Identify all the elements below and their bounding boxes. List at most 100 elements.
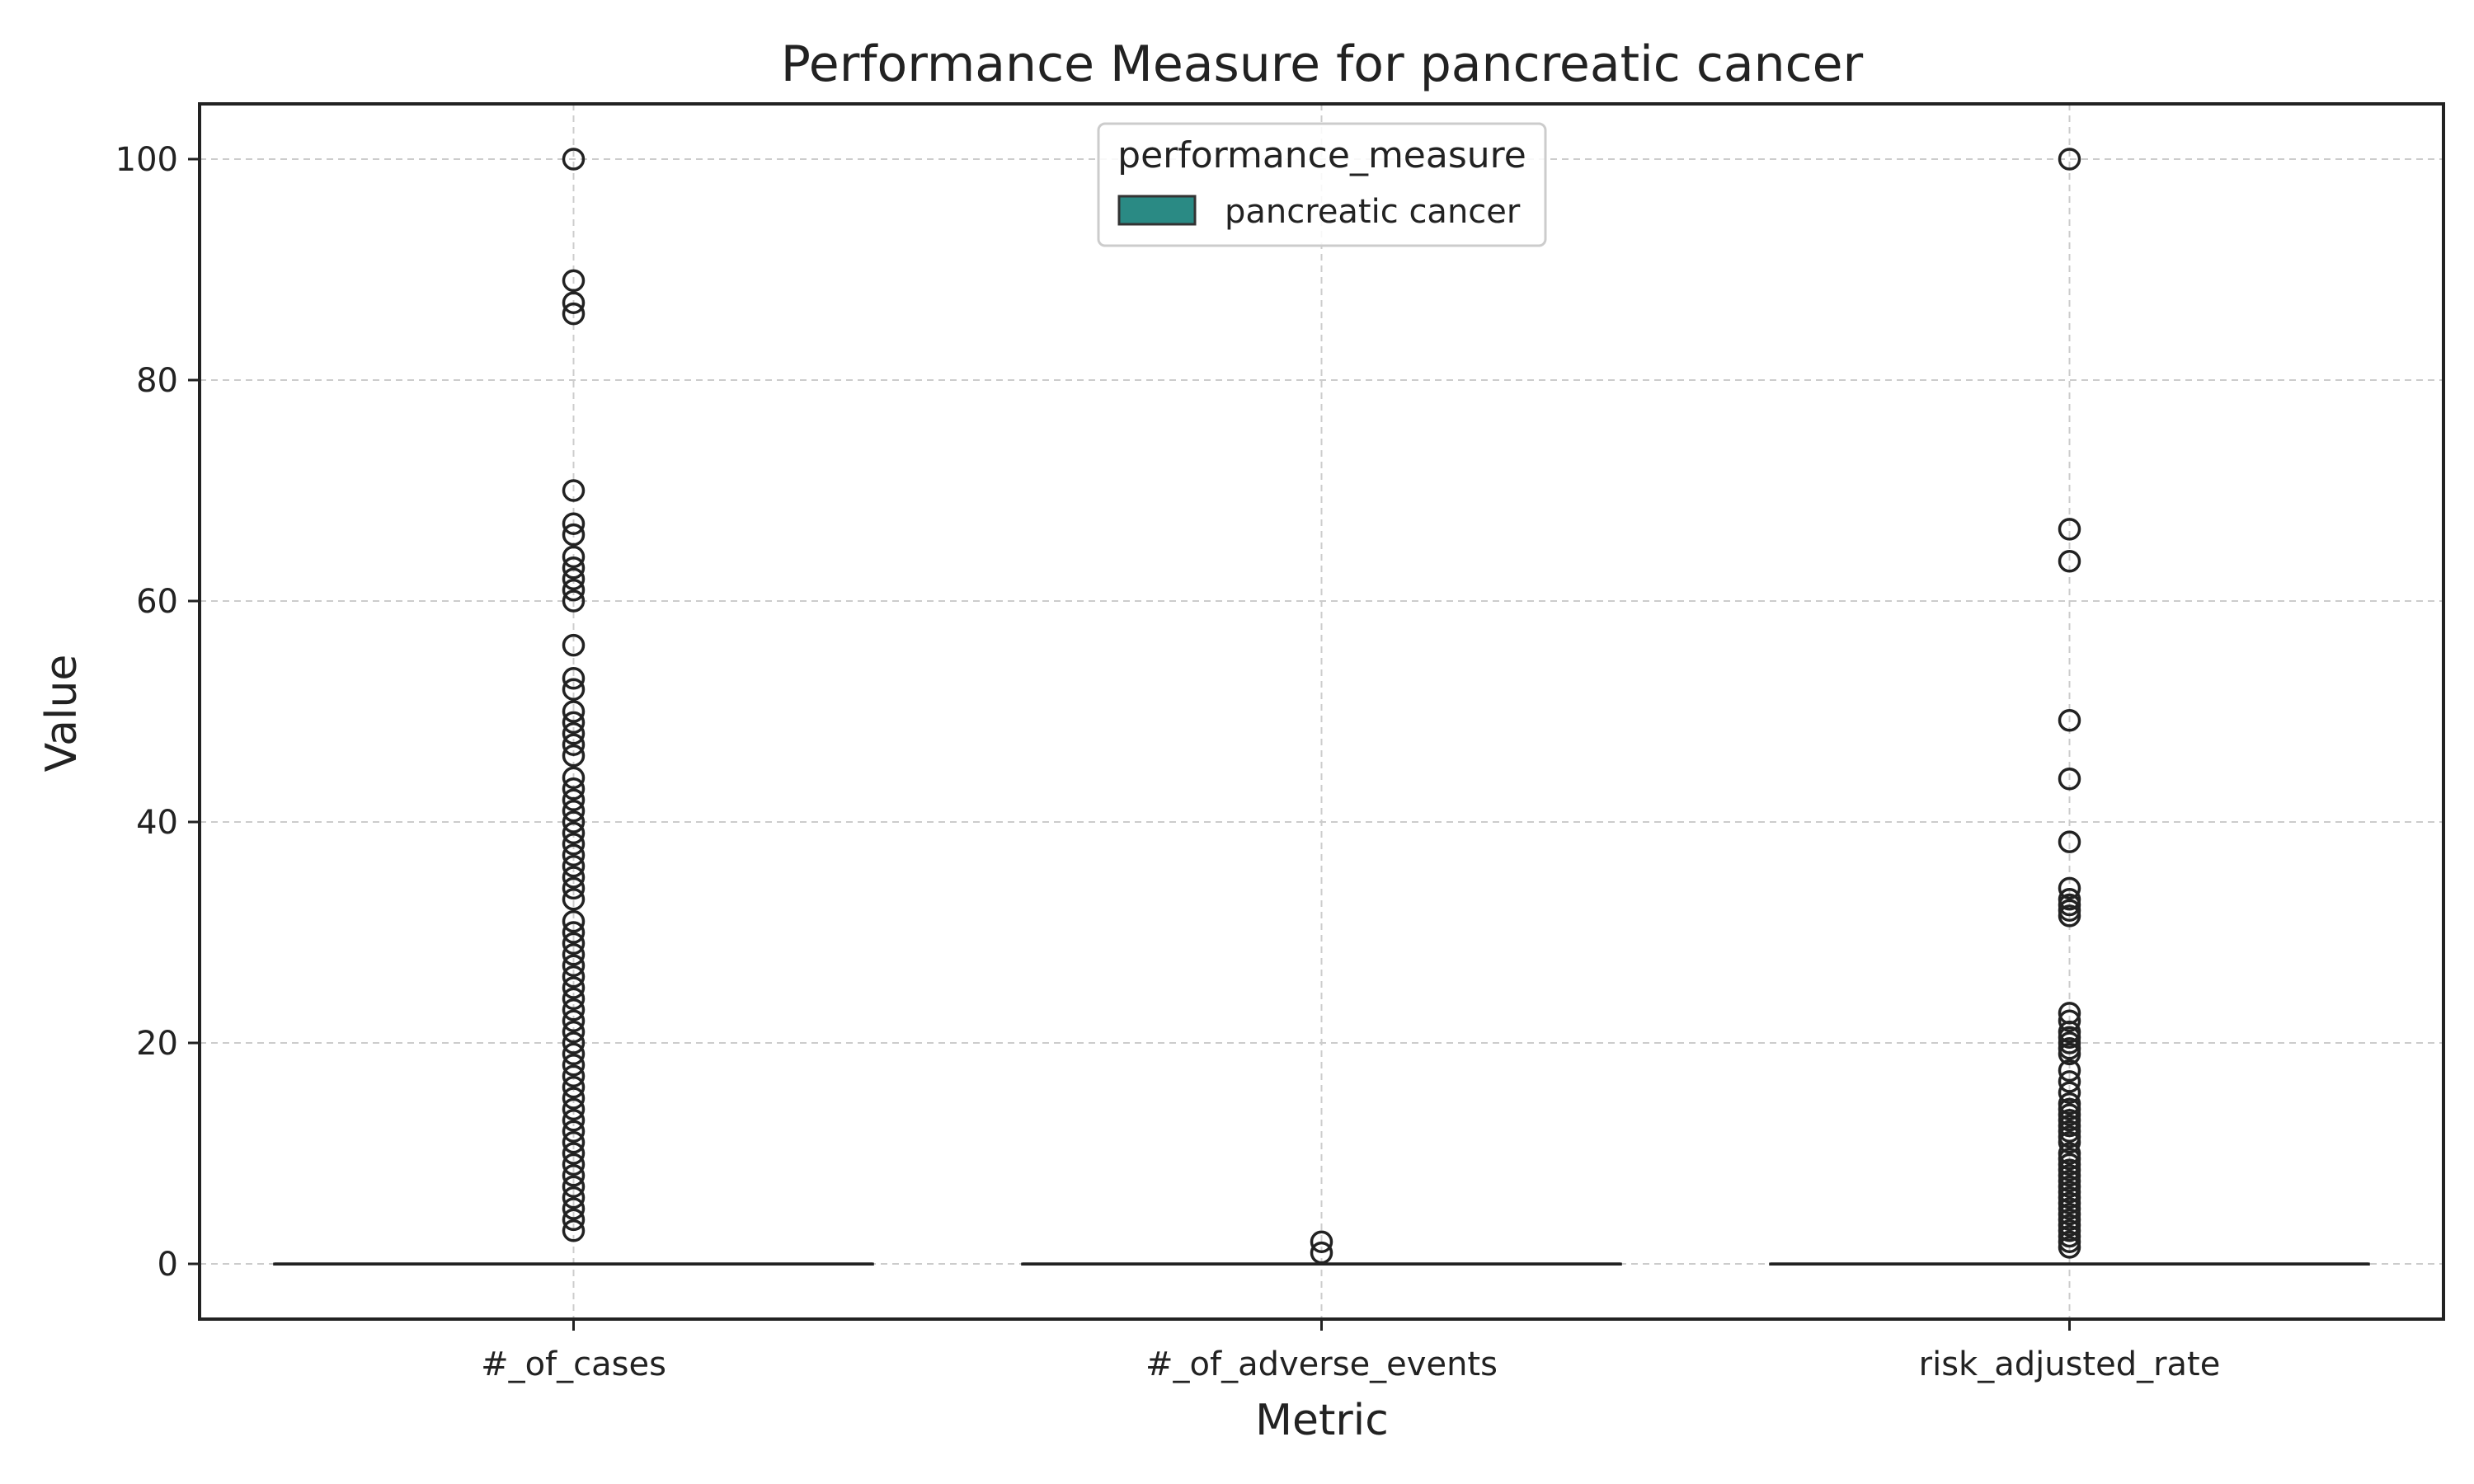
outlier-point [562, 722, 586, 745]
grid [200, 104, 2443, 1319]
outlier-point [562, 633, 586, 657]
outlier-point [2058, 888, 2081, 911]
outlier-point [562, 1153, 586, 1176]
outlier-point [562, 733, 586, 756]
outlier-point [562, 1031, 586, 1054]
outlier-point [562, 512, 586, 535]
outlier-point [562, 556, 586, 580]
x-axis: #_of_cases #_of_adverse_events risk_adjust… [481, 1319, 2220, 1383]
outlier-point [562, 766, 586, 790]
outlier-point [562, 711, 586, 735]
outlier-point [2058, 830, 2081, 853]
outlier-point [562, 1009, 586, 1032]
outlier-point [2058, 1081, 2081, 1105]
y-axis-label: Value [37, 655, 87, 773]
legend-entry-label: pancreatic cancer [1225, 193, 1521, 231]
outlier-point [562, 788, 586, 811]
outlier-point [562, 1142, 586, 1165]
outlier-point [562, 1064, 586, 1087]
outlier-point [2058, 148, 2081, 171]
outlier-point [562, 833, 586, 856]
outlier-point [562, 479, 586, 502]
outlier-point [562, 1208, 586, 1232]
outlier-point [562, 1109, 586, 1132]
outlier-point [2058, 1002, 2081, 1025]
y-axis: 0 20 40 60 80 100 [115, 141, 200, 1284]
outlier-point [562, 269, 586, 293]
outlier-point [562, 965, 586, 989]
outlier-point [562, 1075, 586, 1099]
x-tick-label: #_of_adverse_events [1145, 1345, 1498, 1383]
outlier-point [562, 876, 586, 900]
outlier-point [562, 578, 586, 602]
outlier-point [562, 932, 586, 956]
outlier-point [562, 1042, 586, 1066]
outlier-point [562, 700, 586, 723]
outlier-point [562, 921, 586, 944]
x-axis-label: Metric [1255, 1396, 1389, 1445]
outlier-point [562, 1175, 586, 1198]
x-tick-label: risk_adjusted_rate [1919, 1345, 2221, 1383]
outlier-point [1310, 1230, 1333, 1253]
outlier-point [562, 1020, 586, 1044]
y-tick-label: 80 [136, 362, 178, 400]
outlier-point [562, 1130, 586, 1154]
outlier-point [562, 976, 586, 999]
outlier-point [562, 943, 586, 966]
outlier-point [562, 987, 586, 1011]
outlier-point [562, 888, 586, 911]
outlier-point [562, 567, 586, 590]
outlier-point [562, 1097, 586, 1121]
outlier-point [2058, 1009, 2081, 1032]
outlier-point [2058, 708, 2081, 732]
outlier-point [562, 1164, 586, 1187]
x-tick-label: #_of_cases [481, 1345, 666, 1383]
outlier-point [562, 744, 586, 768]
y-tick-label: 0 [158, 1246, 178, 1284]
outlier-point [562, 1087, 586, 1110]
outlier-point [562, 998, 586, 1021]
outlier-point [562, 589, 586, 613]
y-tick-label: 20 [136, 1025, 178, 1063]
y-tick-label: 40 [136, 804, 178, 842]
outlier-point [2058, 767, 2081, 791]
legend-title: performance_measure [1117, 134, 1526, 176]
outlier-point [562, 810, 586, 834]
outlier-point [2058, 550, 2081, 573]
outlier-point [562, 954, 586, 977]
outlier-point [562, 843, 586, 866]
outlier-point [562, 777, 586, 801]
outlier-point [562, 148, 586, 171]
outlier-point [562, 1186, 586, 1209]
outlier-point [2058, 1092, 2081, 1115]
outlier-point [562, 1054, 586, 1077]
outlier-point [562, 1197, 586, 1220]
outlier-point [562, 909, 586, 933]
outlier-point [2058, 1059, 2081, 1082]
legend: performance_measure pancreatic cancer [1097, 122, 1547, 247]
outlier-point [562, 523, 586, 547]
outlier-point [2058, 876, 2081, 900]
outlier-point [562, 302, 586, 326]
outlier-point [562, 545, 586, 569]
outlier-point [562, 667, 586, 690]
outlier-point [1310, 1241, 1333, 1265]
outlier-point [2058, 1142, 2081, 1165]
outlier-point [562, 821, 586, 845]
y-tick-label: 100 [115, 141, 178, 179]
outlier-points [562, 148, 2081, 1265]
y-tick-label: 60 [136, 583, 178, 621]
outlier-point [2058, 518, 2081, 541]
outlier-point [562, 678, 586, 701]
outlier-point [562, 1120, 586, 1143]
outlier-point [562, 1219, 586, 1242]
legend-frame [1097, 122, 1547, 247]
legend-swatch [1117, 195, 1197, 226]
outlier-point [562, 799, 586, 823]
outlier-point [562, 854, 586, 878]
outlier-point [562, 866, 586, 889]
outlier-point [562, 291, 586, 314]
outlier-point [2058, 1070, 2081, 1093]
chart-title: Performance Measure for pancreatic cance… [781, 35, 1864, 93]
